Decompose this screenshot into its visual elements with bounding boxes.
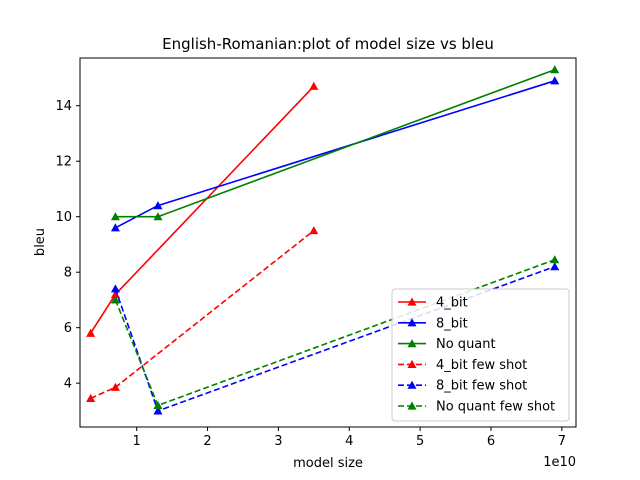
y-tick-label: 14 — [55, 99, 72, 114]
legend-marker — [407, 401, 417, 410]
data-point — [550, 65, 560, 74]
x-axis-label: model size — [293, 456, 363, 471]
x-tick-label: 1 — [133, 434, 141, 449]
y-tick-label: 8 — [64, 266, 72, 281]
data-point — [86, 328, 96, 337]
data-point — [153, 201, 163, 210]
legend-marker — [407, 318, 417, 327]
data-point — [86, 393, 96, 403]
data-point — [550, 262, 560, 271]
x-axis-offset-label: 1e10 — [543, 455, 576, 470]
data-point — [550, 255, 560, 264]
data-point — [153, 400, 163, 409]
y-tick-label: 10 — [55, 210, 72, 225]
x-axis: 1 2 3 4 5 6 7 — [133, 427, 566, 449]
legend: 4_bit 8_bit No quant 4_bit few shot 8_bit fe… — [391, 288, 570, 422]
data-point — [110, 382, 120, 391]
data-point — [309, 226, 319, 235]
x-tick-label: 2 — [203, 434, 211, 449]
legend-marker — [407, 297, 417, 306]
y-axis: 4 6 8 10 12 14 — [55, 99, 80, 392]
chart-title: English-Romanian:plot of model size vs b… — [162, 35, 494, 53]
x-tick-label: 7 — [558, 434, 566, 449]
legend-label: 8_bit — [436, 316, 468, 331]
y-tick-label: 6 — [64, 321, 72, 336]
data-point — [110, 284, 120, 293]
legend-label: No quant — [436, 337, 496, 352]
series-no-quant — [110, 65, 560, 221]
legend-label: 8_bit few shot — [436, 379, 527, 394]
legend-label: No quant few shot — [436, 400, 555, 415]
series-layer — [86, 65, 560, 415]
x-tick-label: 4 — [345, 434, 353, 449]
plot-area — [79, 57, 577, 428]
series-4_bit — [86, 81, 319, 337]
legend-marker — [407, 380, 417, 389]
x-tick-label: 6 — [487, 434, 495, 449]
data-point — [153, 212, 163, 221]
y-tick-label: 12 — [55, 155, 72, 170]
data-point — [550, 76, 560, 85]
data-point — [110, 295, 120, 304]
data-point — [110, 212, 120, 221]
data-point — [153, 406, 163, 415]
legend-marker — [407, 339, 417, 348]
series-4_bit-few-shot — [86, 226, 319, 403]
x-tick-label: 5 — [416, 434, 424, 449]
data-point — [110, 289, 120, 298]
legend-marker — [407, 359, 417, 368]
series-8_bit — [110, 76, 560, 232]
series-no-quant-few-shot — [110, 255, 560, 409]
y-tick-label: 4 — [64, 377, 72, 392]
data-point — [309, 81, 319, 90]
legend-label: 4_bit — [436, 296, 468, 311]
legend-label: 4_bit few shot — [436, 358, 527, 373]
x-tick-label: 3 — [274, 434, 282, 449]
legend-box — [391, 288, 570, 422]
y-axis-label: bleu — [33, 228, 48, 256]
data-point — [110, 223, 120, 232]
